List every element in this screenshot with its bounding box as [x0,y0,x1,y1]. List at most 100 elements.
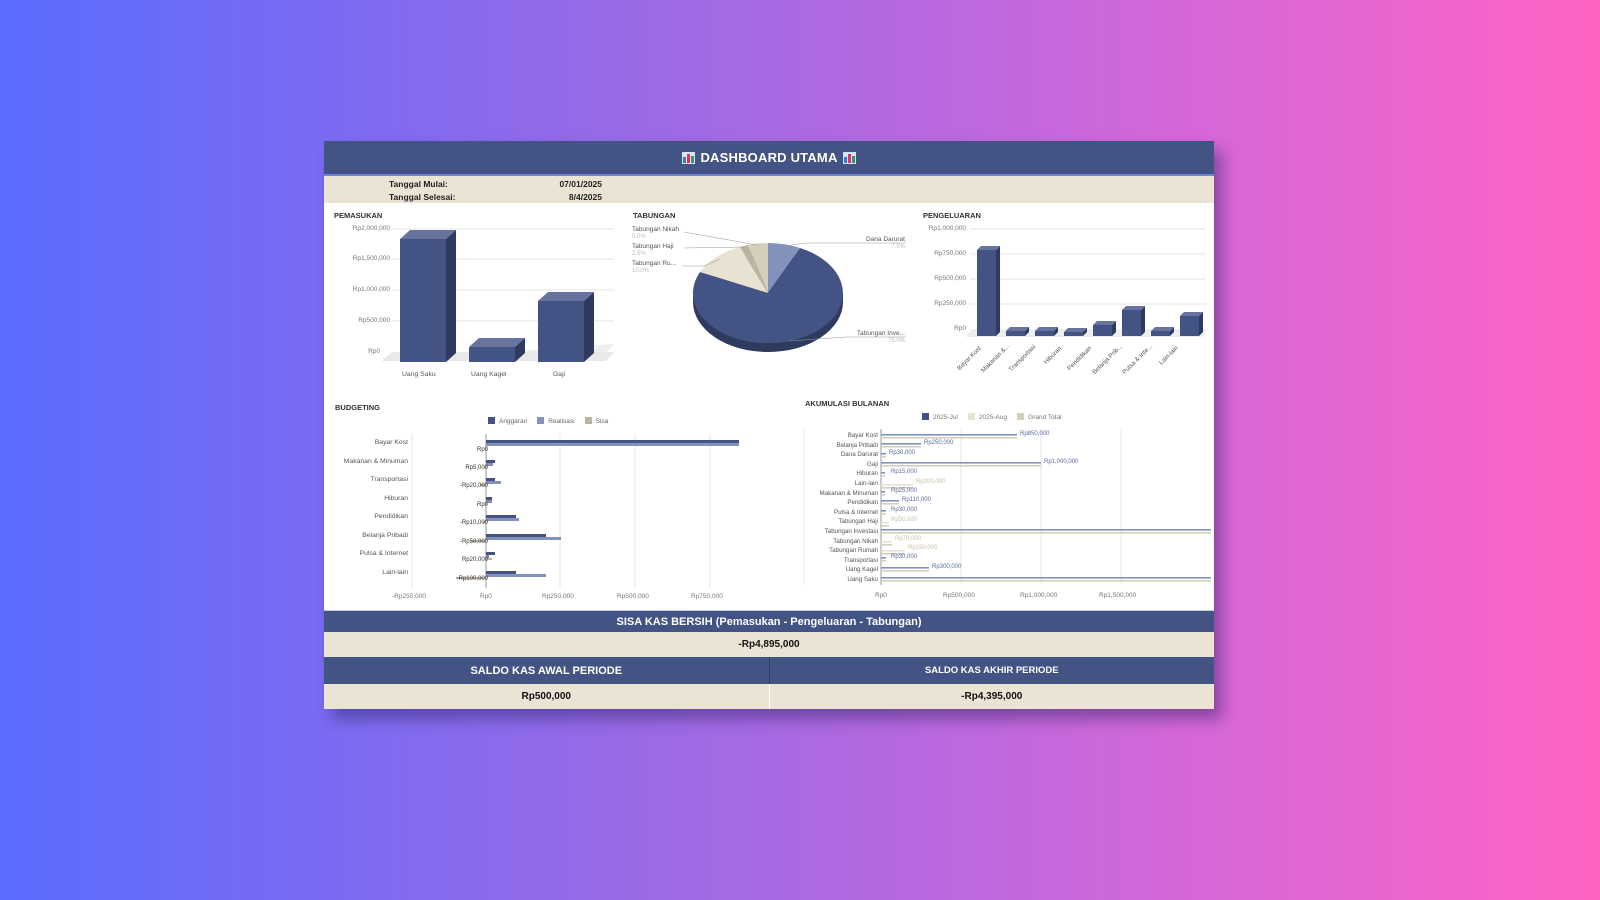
x-category: Gaji [553,371,566,378]
legend-item[interactable]: Anggaran [488,417,527,425]
tabungan-pie [682,231,906,352]
data-label: Rp0 [476,502,488,508]
legend-item[interactable]: Sisa [584,417,608,425]
y-category: Tabungan Investasi [824,527,878,535]
y-category: Hiburan [856,470,878,478]
y-category: Pendidikan [374,513,408,520]
pie-label: Tabungan Nikah [632,226,679,233]
data-label: Rp150,000 [908,545,938,551]
y-tick: Rp1,000,000 [928,225,966,232]
closing-balance-value[interactable]: -Rp4,395,000 [768,684,1215,709]
tabungan-chart[interactable]: TABUNGAN Tabungan Nikah 5.0% Tabungan Ha… [624,203,914,383]
y-category: Dana Darurat [840,451,878,459]
y-category: Bayar Kost [374,439,408,446]
y-category: Tabungan Nikah [833,537,878,545]
pie-pct: 5.0% [632,234,646,240]
chart-title: AKUMULASI BULANAN [805,399,890,408]
chart-title: PEMASUKAN [334,211,383,220]
data-label: Rp250,000 [924,440,954,446]
x-category: Bayar Kost [956,345,983,372]
net-cash-title: SISA KAS BERSIH (Pemasukan - Pengeluaran… [616,615,922,628]
pie-label: Dana Darurat [865,236,905,243]
y-tick: Rp1,000,000 [352,286,390,293]
data-label: -Rp100,000 [456,576,488,582]
y-category: Lain-lain [382,569,408,576]
end-date-value[interactable]: 8/4/2025 [568,192,602,202]
closing-balance-title: SALDO KAS AKHIR PERIODE [768,657,1215,684]
y-category: Transportasi [370,476,408,483]
y-category: Tabungan Rumah [829,547,878,555]
y-category: Belanja Pribadi [362,532,408,539]
legend-item[interactable]: 2025-Jul [922,413,958,421]
y-tick: Rp500,000 [358,317,390,324]
budgeting-chart[interactable]: BUDGETING Anggaran Realisasi Sisa [324,396,784,608]
data-label: Rp30,000 [891,554,918,560]
x-category: Makanan &... [979,342,1012,375]
x-tick: Rp0 [875,592,887,599]
start-date-value[interactable]: 07/01/2025 [559,179,602,189]
y-category: Makanan & Minuman [819,489,878,497]
bar-chart-icon [842,151,856,164]
pengeluaran-chart[interactable]: PENGELUARAN Rp1,000,000 Rp750,000 Rp500,… [914,203,1214,383]
legend-item[interactable]: Grand Total [1017,413,1062,421]
y-category: Transportasi [843,556,878,564]
bar-chart-icon [682,151,696,164]
balance-header: SALDO KAS AWAL PERIODE SALDO KAS AKHIR P… [324,657,1214,684]
y-tick: Rp2,000,000 [352,225,390,232]
y-category: Pendidikan [847,499,878,507]
x-tick: Rp750,000 [691,593,723,600]
y-tick: Rp0 [368,348,380,355]
start-date-label: Tanggal Mulai: [389,179,448,189]
pemasukan-plot [382,228,614,362]
akumulasi-plot [803,429,1211,585]
legend: Anggaran Realisasi Sisa [488,417,608,425]
data-label: -Rp20,000 [459,483,488,489]
x-tick: Rp500,000 [617,593,649,600]
y-category: Lain-lain [854,479,878,487]
y-category: Tabungan Haji [838,518,878,526]
chart-title: PENGELUARAN [923,211,981,220]
x-category: Uang Kagel [471,371,507,378]
data-label: Rp1,000,000 [1044,459,1079,465]
y-category: Gaji [866,460,878,468]
akumulasi-chart[interactable]: AKUMULASI BULANAN 2025-Jul 2025-Aug Gran… [794,393,1214,608]
x-category: Transportasi [1007,343,1038,374]
data-label: Rp15,000 [891,469,918,475]
data-label: Rp110,000 [902,497,931,503]
pie-label: Tabungan Inve... [856,330,905,337]
data-label: Rp5,000 [465,465,488,471]
y-category: Pulsa & Internet [359,550,408,557]
legend-item[interactable]: 2025-Aug [967,413,1007,421]
dashboard-header: DASHBOARD UTAMA [324,141,1214,176]
y-category: Hiburan [384,495,408,502]
x-tick: Rp250,000 [542,593,574,600]
pie-label: Tabungan Ru... [632,260,677,267]
pie-pct: 2.5% [632,251,646,257]
pemasukan-chart[interactable]: PEMASUKAN Rp2,000,000 Rp1,500,000 Rp1,00… [324,203,624,383]
data-label: -Rp10,000 [459,520,488,526]
x-tick: Rp500,000 [943,592,975,599]
x-tick: Rp1,500,000 [1099,592,1137,599]
date-range: Tanggal Mulai: 07/01/2025 Tanggal Selesa… [324,176,1214,203]
pengeluaran-plot [966,228,1208,337]
opening-balance-value[interactable]: Rp500,000 [521,691,571,702]
y-tick: Rp500,000 [934,275,966,282]
x-category: Lain-lain [1158,344,1180,367]
x-category: Pulsa & Inte... [1121,343,1154,376]
x-category: Hiburan [1042,345,1064,366]
net-cash-value[interactable]: -Rp4,895,000 [738,639,800,650]
data-label: Rp50,000 [891,517,918,523]
legend-item[interactable]: Realisasi [537,417,575,425]
dashboard-sheet: DASHBOARD UTAMA Tanggal Mulai: 07/01/202… [324,141,1214,709]
x-category: Pendidikan [1066,345,1094,372]
chart-title: BUDGETING [335,403,380,412]
opening-balance-title: SALDO KAS AWAL PERIODE [470,664,623,677]
y-category: Belanja Pribadi [836,441,878,449]
x-category: Uang Saku [402,371,436,378]
data-label: Rp200,000 [916,479,946,485]
y-category: Uang Saku [847,575,878,583]
dashboard-title: DASHBOARD UTAMA [700,150,838,165]
balance-values: Rp500,000 -Rp4,395,000 [324,684,1214,709]
end-date-label: Tanggal Selesai: [389,192,456,202]
data-label: Rp70,000 [895,536,922,542]
